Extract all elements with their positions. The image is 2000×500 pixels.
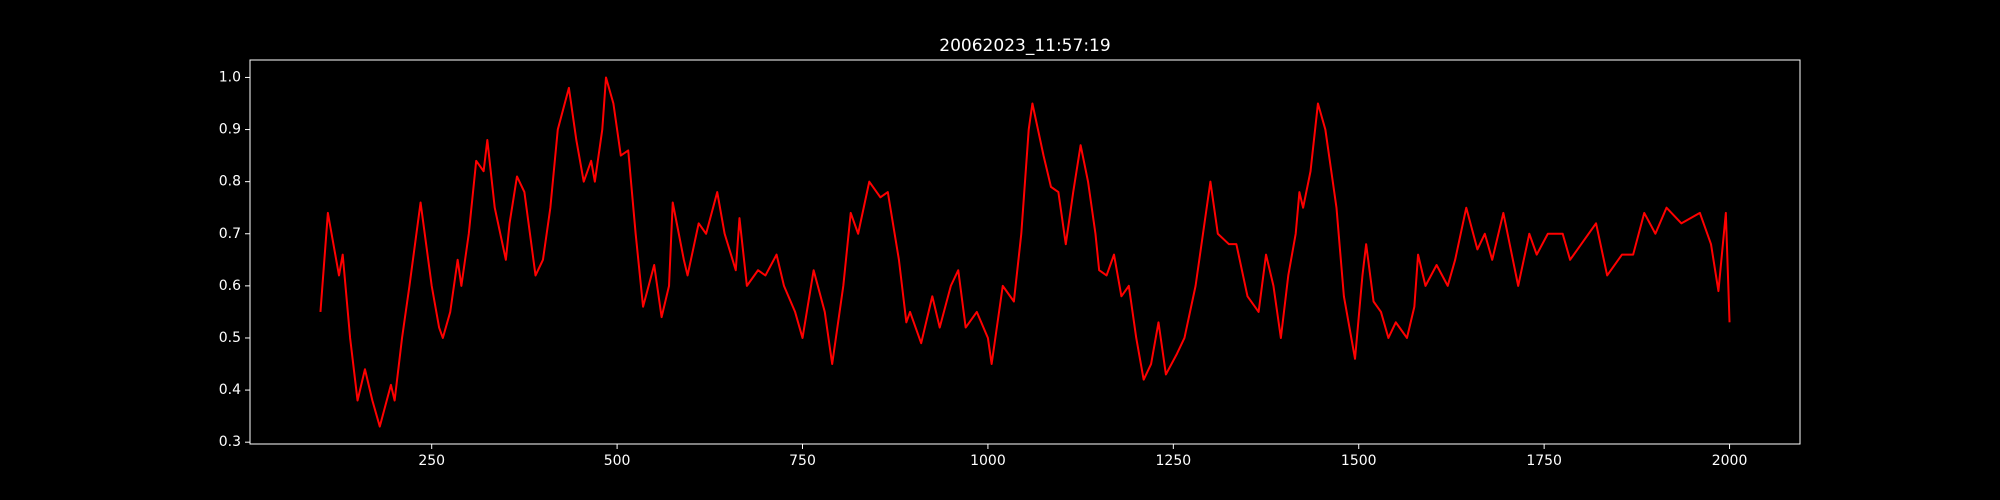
y-tick-label: 0.8 [219, 174, 241, 190]
y-tick-label: 0.5 [219, 330, 241, 346]
y-tick-label: 0.7 [219, 226, 241, 242]
x-tick-label: 500 [604, 453, 631, 469]
plot-frame [249, 59, 1801, 445]
y-tick-label: 0.9 [219, 122, 241, 138]
x-tick-label: 250 [418, 453, 445, 469]
y-tick-label: 1.0 [219, 69, 241, 85]
x-tick-label: 1000 [970, 453, 1006, 469]
x-tick-label: 1750 [1526, 453, 1562, 469]
data-line [319, 76, 1731, 428]
x-tick-label: 1500 [1341, 453, 1377, 469]
x-tick-label: 2000 [1712, 453, 1748, 469]
y-tick-label: 0.4 [219, 382, 241, 398]
chart-title: 20062023_11:57:19 [939, 36, 1110, 56]
x-tick-label: 750 [789, 453, 816, 469]
y-tick-label: 0.3 [219, 434, 241, 450]
x-tick-label: 1250 [1156, 453, 1192, 469]
y-tick-label: 0.6 [219, 278, 241, 294]
